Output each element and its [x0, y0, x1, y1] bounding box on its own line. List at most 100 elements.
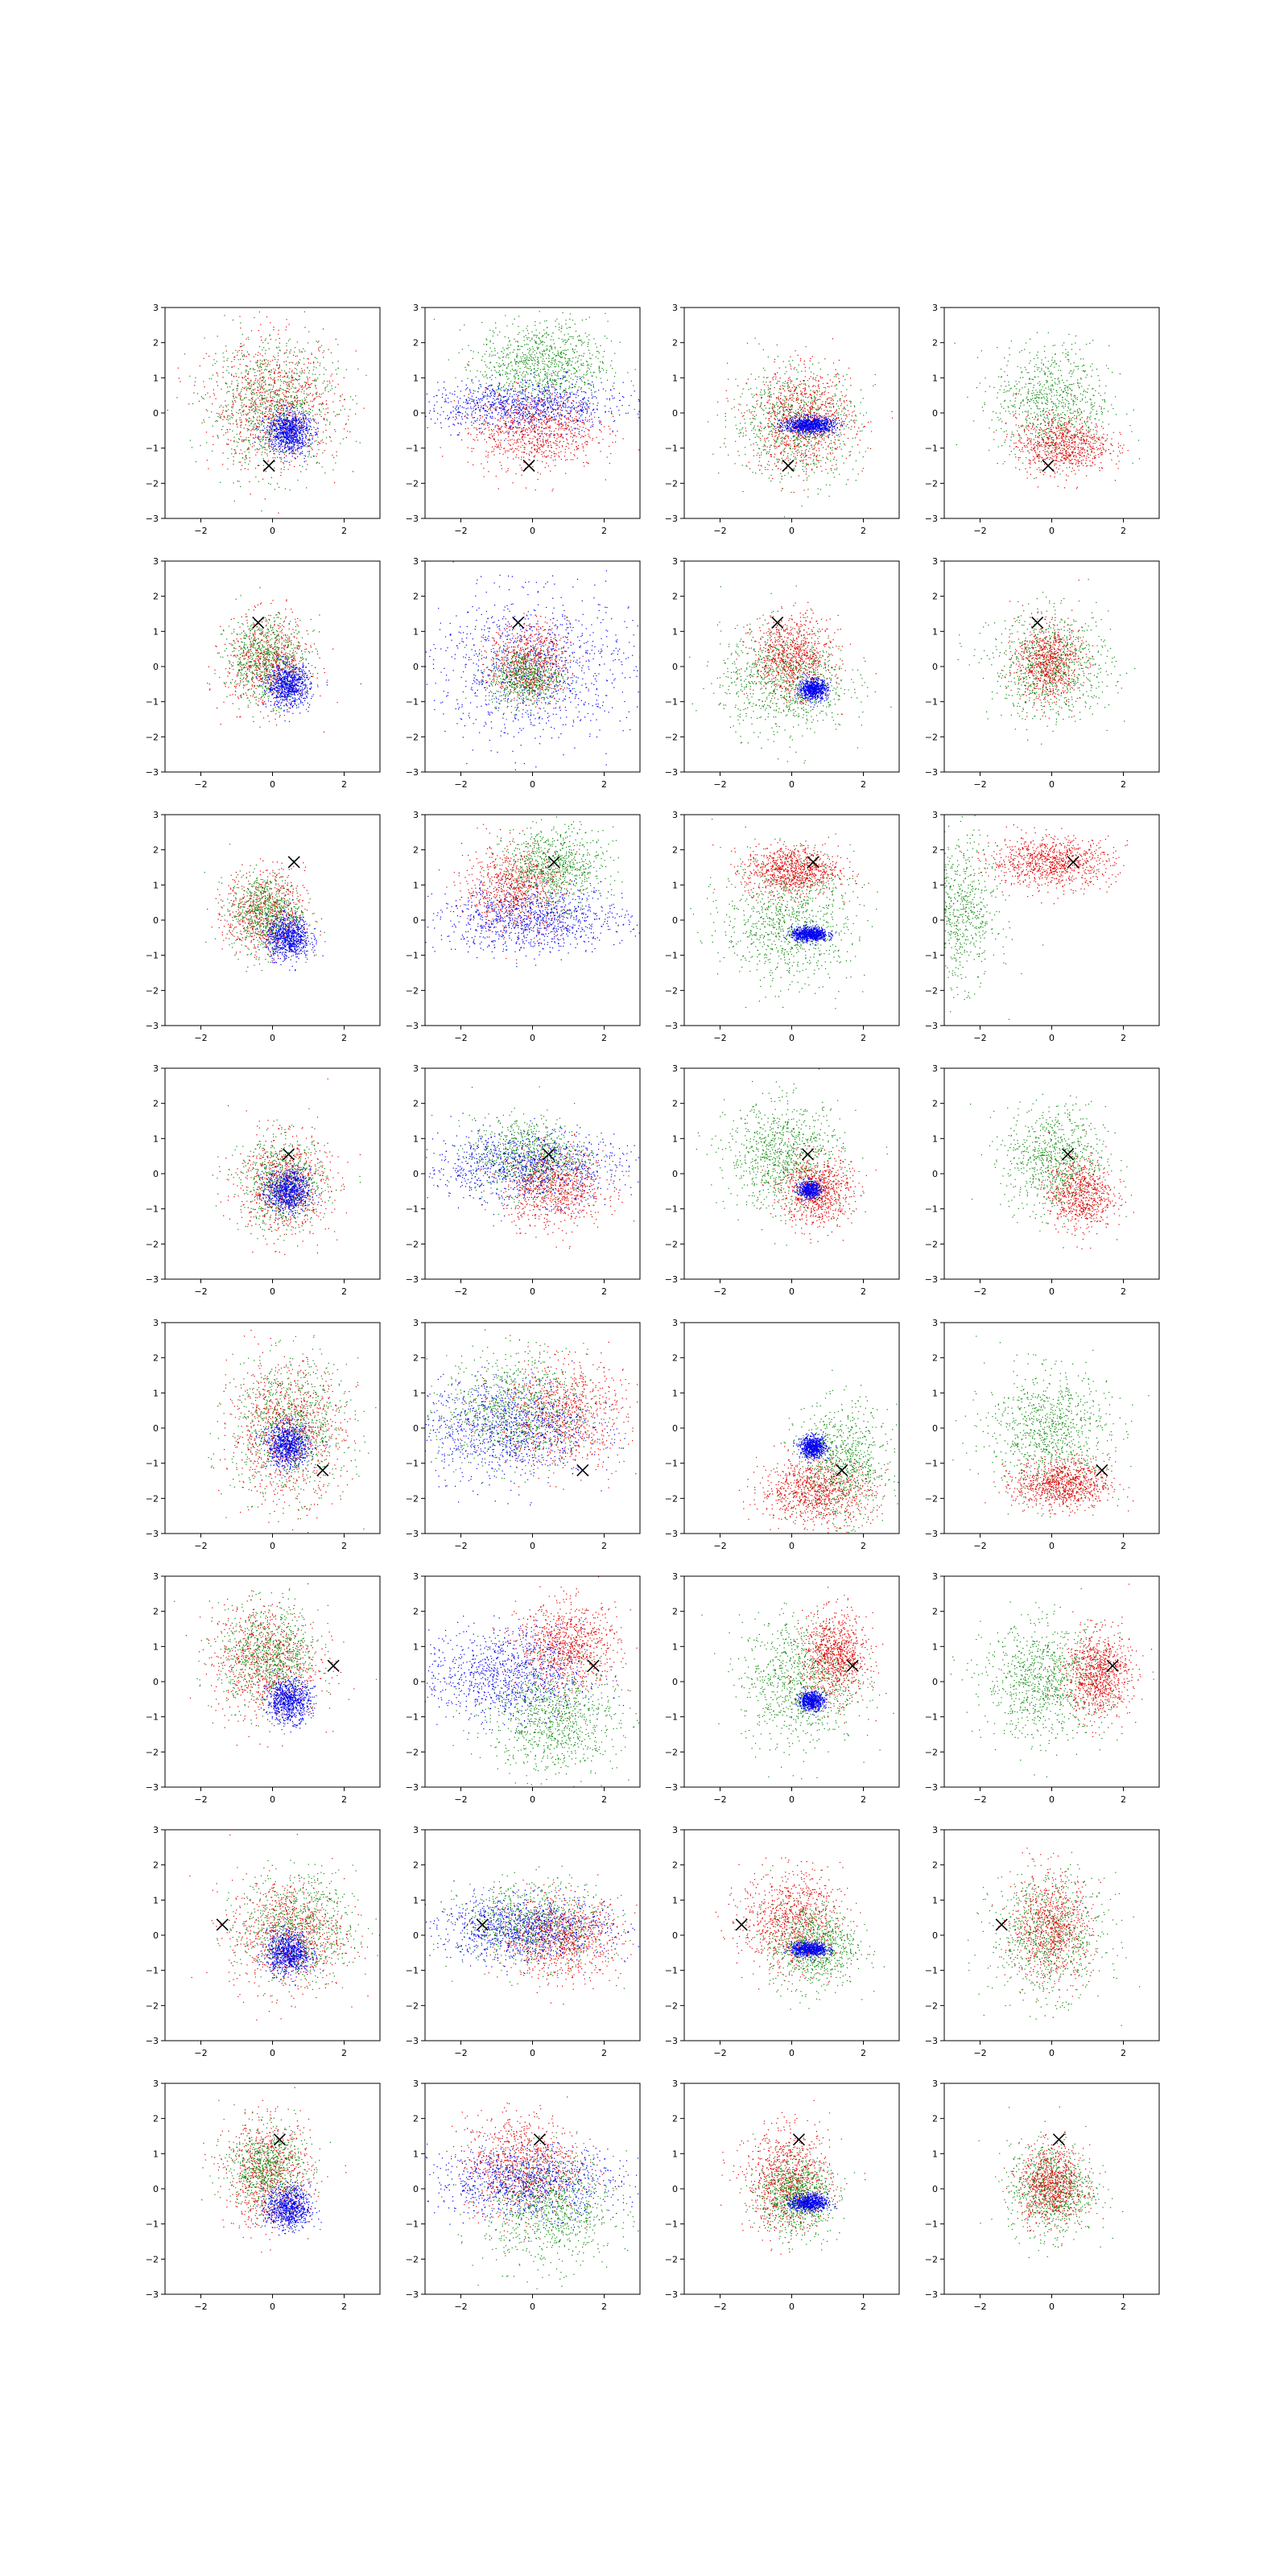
scatter-point — [578, 433, 579, 434]
scatter-point — [327, 412, 328, 413]
scatter-point — [264, 432, 265, 433]
scatter-point — [225, 405, 226, 406]
scatter-point — [273, 423, 274, 424]
scatter-point — [598, 358, 599, 359]
scatter-point — [609, 428, 610, 429]
scatter-point — [542, 400, 543, 401]
scatter-point — [537, 460, 538, 461]
scatter-point — [524, 367, 525, 368]
scatter-point — [547, 426, 548, 427]
scatter-point — [555, 379, 556, 380]
scatter-point — [519, 403, 520, 404]
scatter-point — [273, 422, 274, 423]
scatter-point — [537, 446, 538, 447]
scatter-point — [268, 411, 269, 412]
scatter-point — [474, 417, 475, 418]
scatter-point — [498, 365, 499, 366]
scatter-point — [593, 387, 594, 388]
scatter-point — [235, 397, 236, 398]
scatter-point — [293, 422, 294, 423]
scatter-point — [514, 370, 515, 371]
scatter-point — [271, 433, 272, 434]
scatter-point — [319, 350, 320, 351]
scatter-point — [294, 432, 295, 433]
scatter-point — [591, 385, 592, 386]
scatter-point — [310, 384, 311, 385]
scatter-point — [226, 392, 227, 393]
scatter-point — [233, 449, 234, 450]
scatter-point — [231, 361, 232, 362]
scatter-point — [511, 449, 512, 450]
scatter-point — [521, 398, 522, 399]
scatter-point — [249, 481, 250, 482]
scatter-point — [308, 362, 309, 363]
scatter-point — [267, 422, 268, 423]
scatter-point — [244, 398, 245, 399]
scatter-point — [576, 370, 577, 371]
scatter-point — [256, 375, 257, 376]
scatter-point — [535, 335, 536, 336]
scatter-point — [483, 408, 484, 409]
scatter-point — [553, 404, 554, 405]
scatter-point — [567, 428, 568, 429]
scatter-point — [537, 438, 538, 439]
scatter-point — [578, 340, 579, 341]
scatter-point — [279, 429, 280, 430]
scatter-point — [274, 430, 275, 431]
scatter-point — [520, 441, 521, 442]
scatter-point — [543, 436, 544, 437]
scatter-point — [279, 376, 280, 377]
scatter-point — [563, 375, 564, 376]
scatter-point — [548, 443, 549, 444]
scatter-point — [507, 457, 508, 458]
scatter-point — [255, 354, 256, 355]
scatter-point — [240, 413, 241, 414]
scatter-point — [304, 446, 305, 447]
scatter-point — [292, 420, 293, 421]
scatter-point — [558, 378, 559, 379]
scatter-point — [288, 421, 289, 422]
scatter-point — [479, 410, 480, 411]
scatter-point — [261, 445, 262, 446]
scatter-point — [556, 319, 557, 320]
scatter-point — [497, 426, 498, 427]
scatter-point — [251, 390, 252, 391]
scatter-point — [553, 357, 554, 358]
scatter-point — [584, 442, 585, 443]
scatter-point — [308, 373, 309, 374]
scatter-point — [212, 451, 213, 452]
scatter-point — [243, 354, 244, 355]
scatter-point — [521, 456, 522, 457]
scatter-point — [297, 445, 298, 446]
scatter-point — [548, 361, 549, 362]
scatter-point — [551, 416, 552, 417]
scatter-point — [250, 430, 251, 431]
scatter-point — [566, 394, 567, 395]
scatter-point — [549, 427, 550, 428]
scatter-point — [580, 404, 581, 405]
scatter-point — [326, 437, 327, 438]
scatter-point — [583, 462, 584, 463]
scatter-point — [569, 319, 570, 320]
scatter-point — [291, 405, 292, 406]
scatter-point — [537, 406, 538, 407]
scatter-point — [525, 364, 526, 365]
scatter-point — [222, 419, 223, 420]
scatter-point — [223, 452, 224, 453]
scatter-point — [567, 443, 568, 444]
scatter-point — [502, 348, 503, 349]
scatter-point — [528, 421, 529, 422]
scatter-point — [499, 462, 500, 463]
scatter-point — [542, 419, 543, 420]
scatter-point — [468, 345, 469, 346]
scatter-point — [289, 453, 290, 454]
scatter-point — [555, 410, 556, 411]
scatter-point — [554, 364, 555, 365]
scatter-point — [510, 445, 511, 446]
scatter-point — [260, 366, 261, 367]
scatter-point — [560, 410, 561, 411]
scatter-point — [301, 430, 302, 431]
scatter-point — [486, 366, 487, 367]
scatter-point — [513, 435, 514, 436]
scatter-point — [489, 354, 490, 355]
